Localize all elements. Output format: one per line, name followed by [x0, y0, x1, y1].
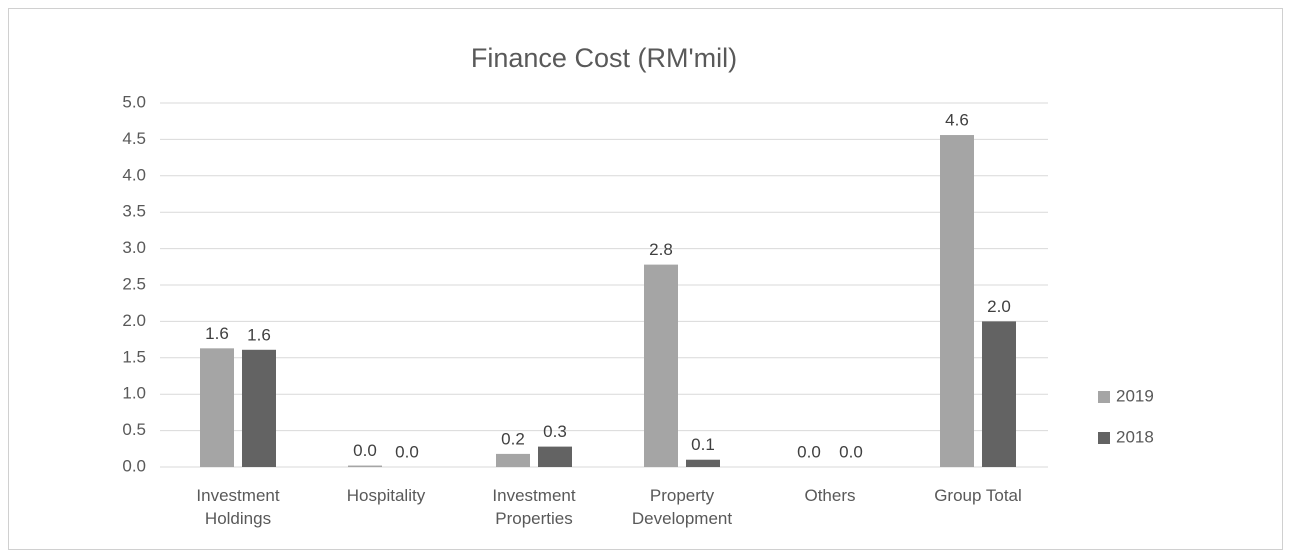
value-label: 0.0: [839, 442, 863, 461]
y-tick-label: 4.5: [122, 129, 146, 148]
legend-label: 2019: [1116, 386, 1154, 405]
value-label: 1.6: [205, 324, 229, 343]
legend-label: 2018: [1116, 427, 1154, 446]
value-label: 1.6: [247, 325, 271, 344]
x-tick-label: Investment Properties: [492, 486, 576, 528]
value-label: 0.3: [543, 422, 567, 441]
bar: [940, 135, 974, 468]
value-label: 0.0: [353, 441, 377, 460]
value-label: 4.6: [945, 111, 969, 130]
y-tick-label: 0.0: [122, 456, 146, 475]
y-tick-label: 3.5: [122, 202, 146, 221]
y-tick-label: 1.0: [122, 384, 146, 403]
x-tick-label: Hospitality: [346, 486, 426, 505]
bar: [686, 459, 720, 467]
x-tick-label: Investment Holdings: [196, 486, 280, 528]
bar: [200, 348, 234, 467]
bar: [644, 264, 678, 467]
bar: [496, 453, 530, 467]
x-tick-label: Group Total: [934, 486, 1022, 505]
x-tick-label: Others: [804, 486, 856, 505]
value-label: 2.8: [649, 240, 673, 259]
y-tick-label: 0.5: [122, 420, 146, 439]
bar: [242, 349, 276, 467]
y-tick-label: 2.5: [122, 274, 146, 293]
y-tick-label: 2.0: [122, 311, 146, 330]
y-tick-label: 1.5: [122, 347, 146, 366]
x-tick-label: Property Development: [631, 486, 733, 528]
y-tick-label: 3.0: [122, 238, 146, 257]
value-label: 2.0: [987, 297, 1011, 316]
chart-title: Finance Cost (RM'mil): [471, 43, 737, 73]
y-tick-label: 5.0: [122, 92, 146, 111]
bar: [538, 446, 572, 467]
value-label: 0.2: [501, 429, 525, 448]
legend-swatch: [1098, 391, 1110, 403]
value-label: 0.1: [691, 435, 715, 454]
value-label: 0.0: [395, 442, 419, 461]
bar: [348, 465, 382, 467]
bar: [982, 321, 1016, 467]
y-tick-label: 4.0: [122, 165, 146, 184]
value-label: 0.0: [797, 442, 821, 461]
legend-swatch: [1098, 432, 1110, 444]
